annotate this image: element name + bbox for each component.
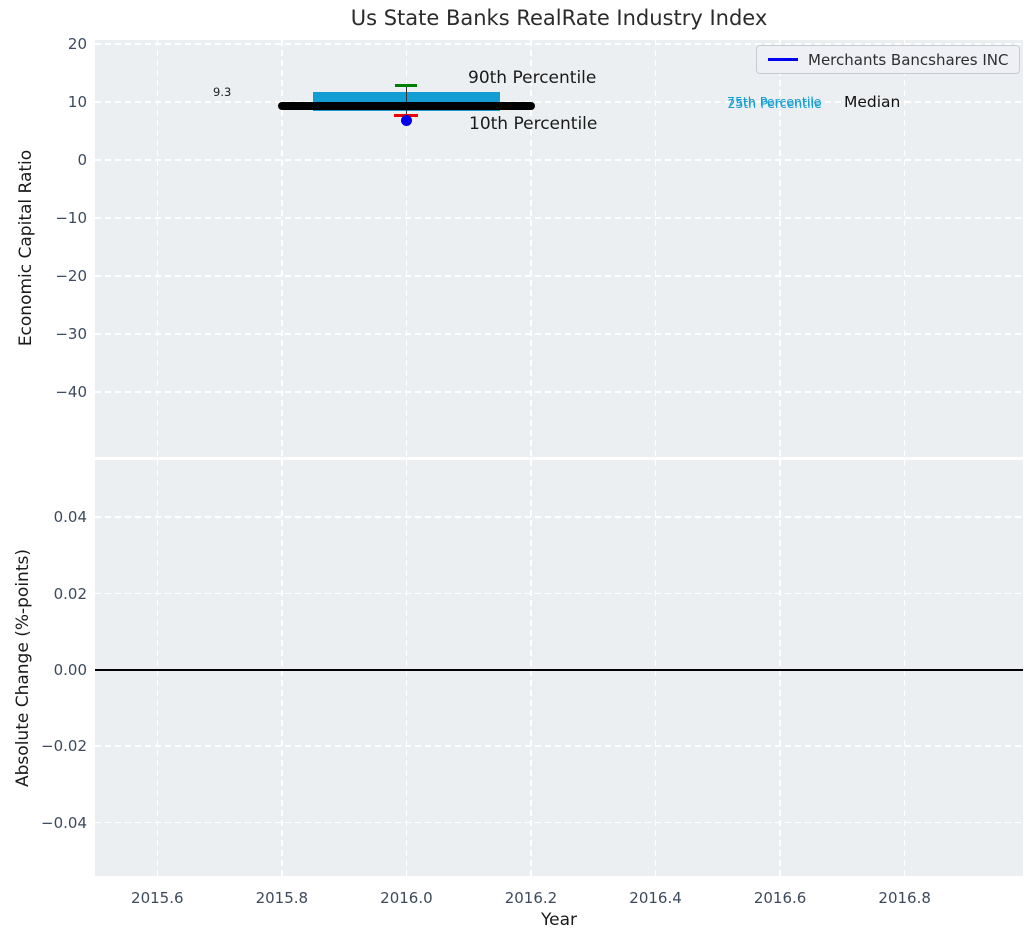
y-tick-label: −0.02 — [41, 737, 87, 756]
median-line — [277, 102, 535, 111]
x-tick-label: 2016.8 — [878, 889, 931, 907]
annotation-75th-percentile: 75th Percentile — [727, 93, 822, 109]
y-gridline — [95, 333, 1023, 335]
x-tick-label: 2015.6 — [131, 889, 184, 907]
y-tick-label: −0.04 — [41, 813, 87, 832]
legend-label: Merchants Bancshares INC — [808, 50, 1009, 69]
y-tick-label: 0 — [77, 151, 87, 170]
x-gridline — [903, 460, 906, 876]
whisker-line — [405, 85, 407, 116]
p90-cap-tick — [395, 84, 418, 88]
y-gridline — [95, 745, 1023, 747]
y-tick-label: 20 — [67, 35, 87, 54]
bottom-plot-area — [95, 460, 1023, 876]
x-tick-label: 2016.2 — [504, 889, 558, 907]
x-gridline — [281, 460, 283, 876]
annotation-median-value: 9.3 — [213, 85, 232, 99]
x-gridline — [779, 40, 781, 457]
legend: Merchants Bancshares INC — [756, 45, 1021, 74]
y-tick-label: −40 — [55, 383, 87, 402]
y-tick-label: 0.04 — [53, 508, 87, 527]
zero-line — [95, 668, 1023, 671]
top-y-axis-label: Economic Capital Ratio — [16, 149, 36, 347]
x-gridline — [156, 460, 159, 876]
annotation-median: Median — [844, 93, 901, 111]
y-gridline — [95, 516, 1023, 518]
x-gridline — [654, 40, 657, 457]
top-plot-area — [95, 40, 1023, 457]
x-gridline — [654, 460, 657, 876]
y-tick-label: −30 — [55, 325, 87, 344]
y-tick-label: −20 — [55, 267, 87, 286]
x-gridline — [405, 40, 408, 457]
x-gridline — [530, 460, 532, 876]
annotation-10th-percentile: 10th Percentile — [469, 114, 598, 134]
annotation-90th-percentile: 90th Percentile — [468, 68, 597, 88]
x-gridline — [156, 40, 159, 457]
y-gridline — [95, 217, 1023, 219]
x-tick-label: 2016.4 — [629, 889, 682, 907]
x-gridline — [405, 460, 408, 876]
y-tick-label: −10 — [55, 209, 87, 228]
company-point — [400, 115, 412, 127]
x-tick-label: 2015.8 — [255, 889, 309, 907]
x-gridline — [530, 40, 532, 457]
y-tick-label: 0.02 — [53, 584, 87, 603]
x-tick-label: 2016.6 — [753, 889, 807, 907]
y-gridline — [95, 275, 1023, 277]
x-gridline — [779, 460, 781, 876]
x-gridline — [281, 40, 283, 457]
y-gridline — [95, 821, 1023, 824]
chart-title: Us State Banks RealRate Industry Index — [350, 6, 768, 30]
y-gridline — [95, 391, 1023, 393]
y-tick-label: 0.00 — [53, 660, 87, 679]
annotation-25th-percentile: 25th Percentile — [727, 95, 822, 111]
y-gridline — [95, 101, 1023, 103]
x-gridline — [903, 40, 906, 457]
legend-line-swatch — [768, 58, 798, 61]
y-gridline — [95, 592, 1023, 595]
x-tick-label: 2016.0 — [380, 889, 433, 907]
y-gridline — [95, 43, 1023, 45]
y-tick-label: 10 — [67, 93, 87, 112]
y-gridline — [95, 159, 1023, 161]
x-axis-label: Year — [541, 910, 577, 930]
